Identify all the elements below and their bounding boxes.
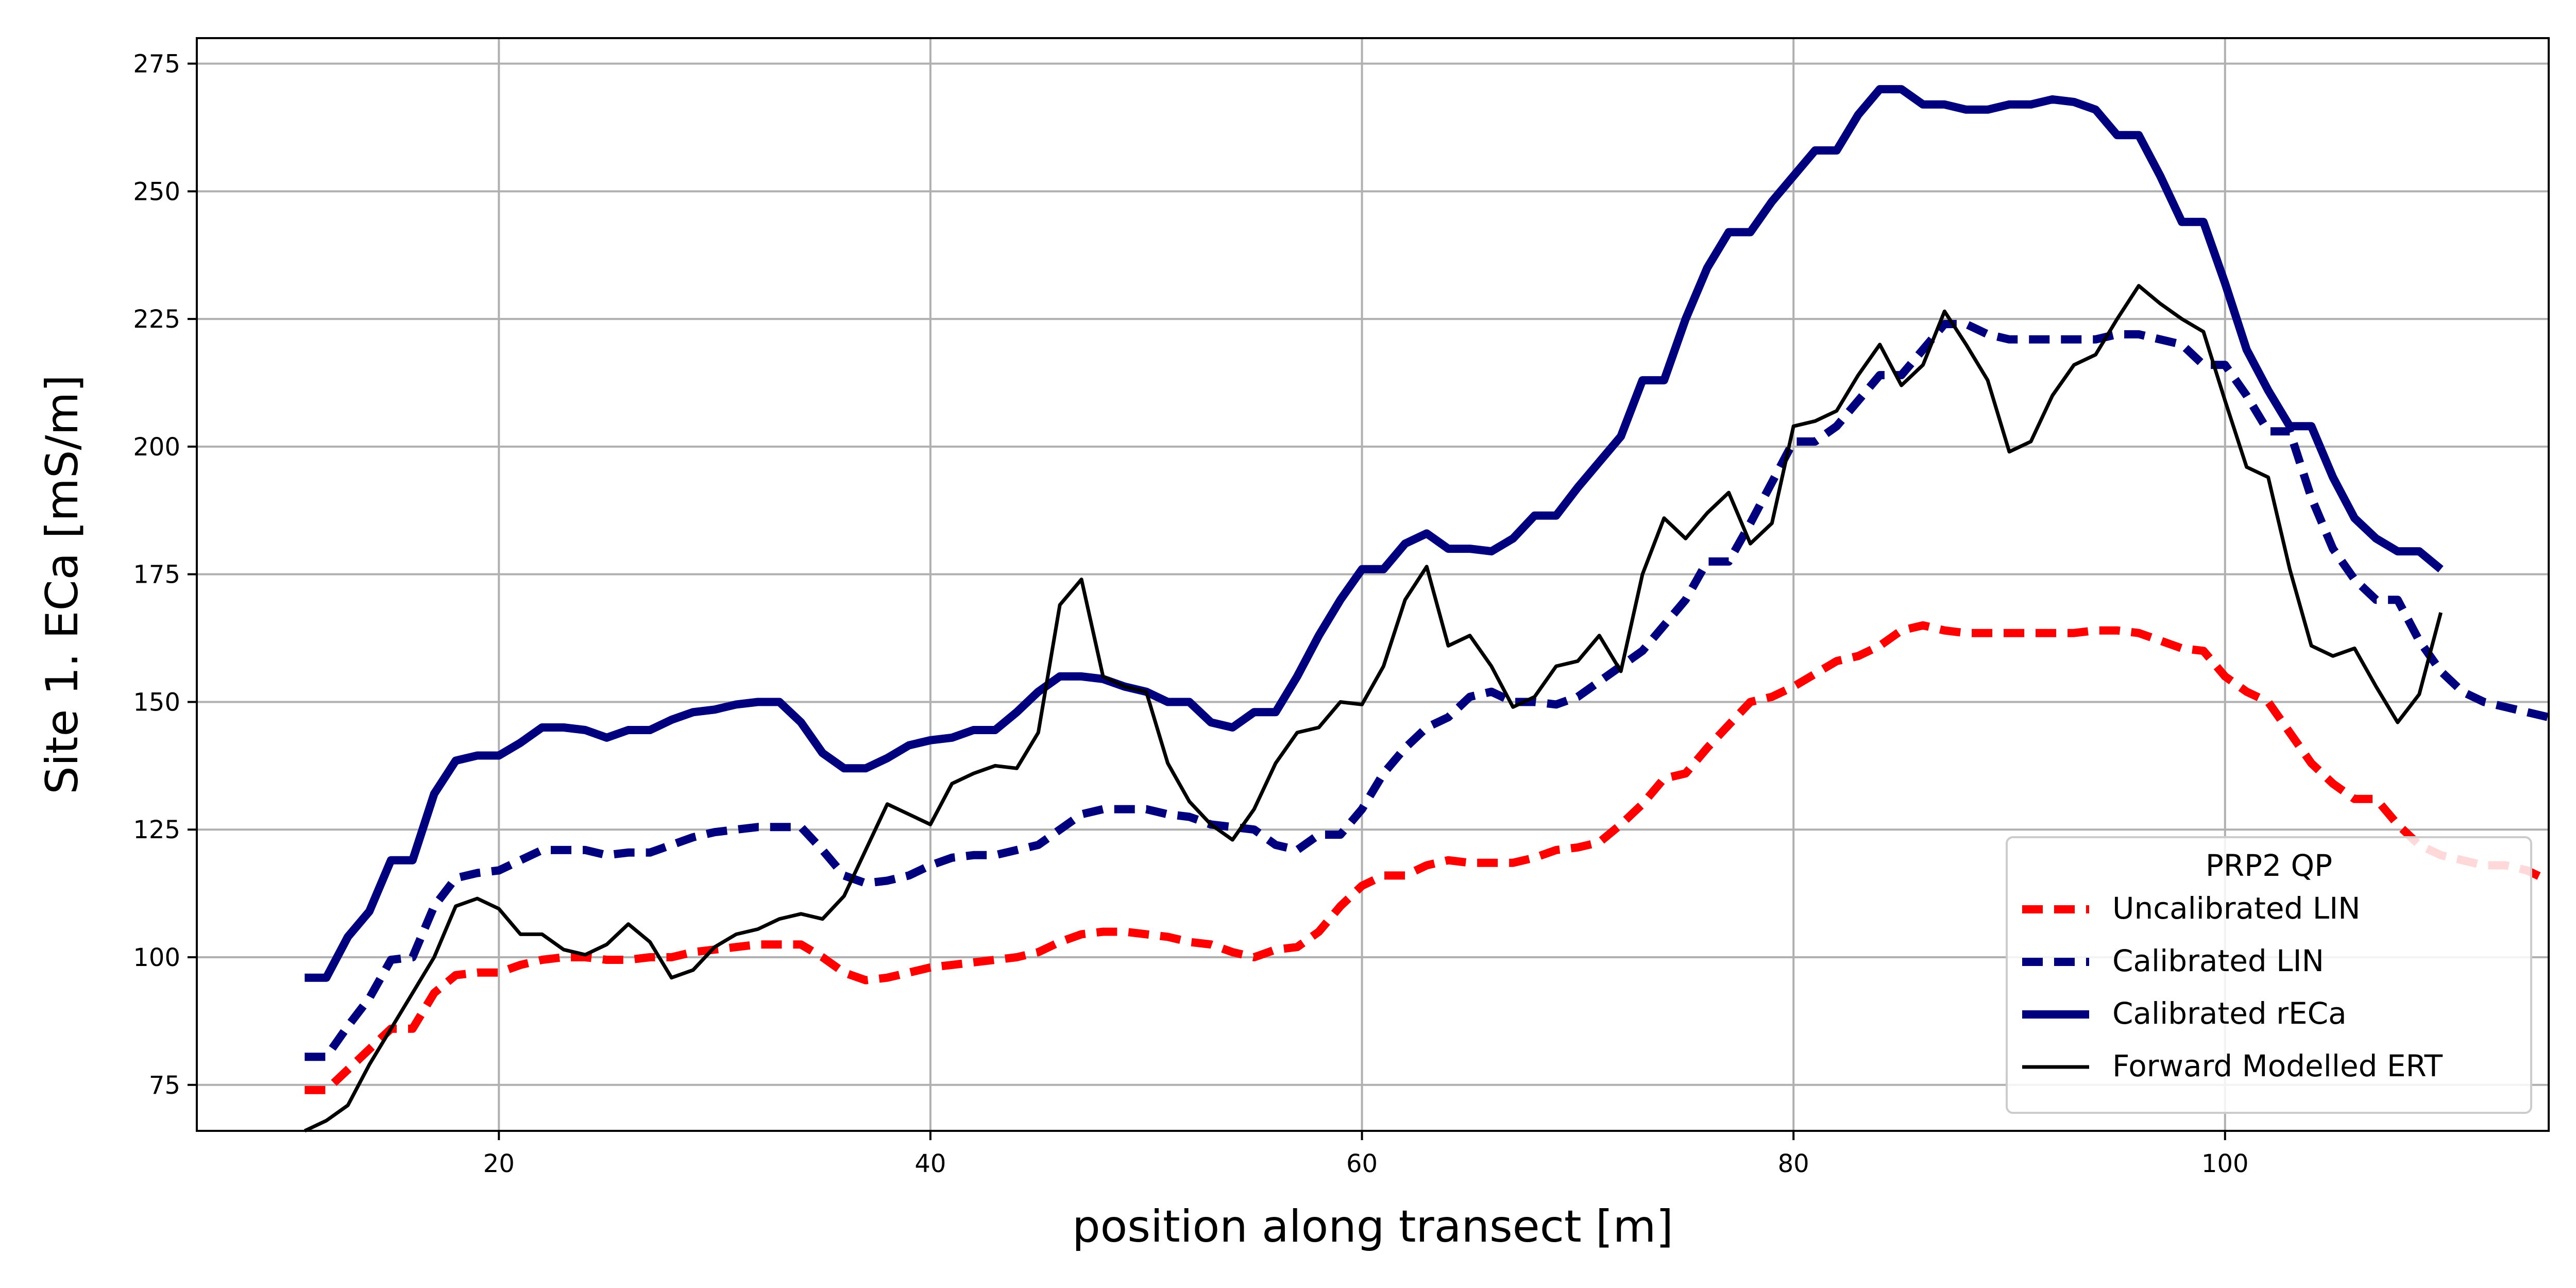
legend: PRP2 QP Uncalibrated LIN Calibrated LIN Ca…: [2006, 836, 2532, 1114]
series-line-4: [303, 284, 2443, 1133]
y-axis-label: Site 1. ECa [mS/m]: [37, 375, 88, 794]
x-tick-label: 80: [1778, 1149, 1809, 1178]
tick-marks: [188, 62, 2226, 1140]
x-tick-label: 20: [483, 1149, 515, 1178]
x-axis-label: position along transect [m]: [1072, 1201, 1673, 1252]
legend-title: PRP2 QP: [2206, 848, 2332, 883]
legend-label-2: Calibrated LIN: [2112, 943, 2324, 978]
y-tick-label: 225: [133, 305, 180, 334]
legend-label-3: Calibrated rECa: [2112, 996, 2347, 1031]
y-tick-label: 150: [133, 688, 180, 717]
y-tick-labels: 75 100 125 150 175 200 225 250 275: [133, 50, 180, 1100]
y-tick-label: 175: [133, 561, 180, 589]
legend-label-4: Forward Modelled ERT: [2112, 1048, 2443, 1083]
y-tick-label: 200: [133, 433, 180, 462]
x-tick-label: 100: [2201, 1149, 2249, 1178]
legend-label-1: Uncalibrated LIN: [2112, 891, 2361, 926]
x-tick-labels: 20 40 60 80 100: [483, 1149, 2249, 1178]
y-tick-label: 125: [133, 816, 180, 844]
x-tick-label: 60: [1346, 1149, 1378, 1178]
y-tick-label: 100: [133, 943, 180, 972]
series-line-2: [304, 320, 2550, 1061]
y-tick-label: 275: [133, 50, 180, 79]
y-tick-label: 250: [133, 177, 180, 206]
series-line-1: [304, 621, 2551, 1094]
series-lines: [303, 85, 2551, 1133]
y-tick-label: 75: [149, 1071, 180, 1100]
plot-frame: [196, 37, 2550, 1132]
series-line-3: [304, 85, 2444, 982]
x-tick-label: 40: [914, 1149, 946, 1178]
legend-box: [2006, 836, 2532, 1114]
